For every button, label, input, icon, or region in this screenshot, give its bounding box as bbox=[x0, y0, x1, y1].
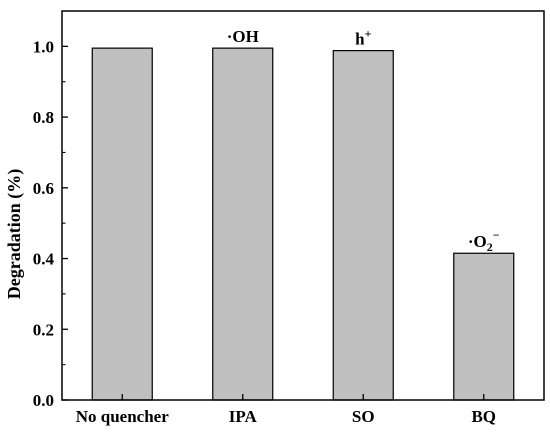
plot-frame bbox=[61, 10, 545, 401]
y-tick-label: 0.4 bbox=[33, 250, 55, 269]
x-tick-label: IPA bbox=[229, 407, 258, 426]
bar-so bbox=[332, 50, 394, 401]
y-tick-label: 0.0 bbox=[33, 391, 54, 410]
y-tick-label: 0.2 bbox=[33, 320, 54, 339]
bar-annotation-so: h+ bbox=[355, 27, 371, 49]
x-tick-label: BQ bbox=[471, 407, 496, 426]
y-tick-label: 0.8 bbox=[33, 108, 54, 127]
bar-no-quencher bbox=[91, 47, 153, 401]
bar-ipa bbox=[212, 47, 274, 401]
y-tick-label: 0.6 bbox=[33, 179, 54, 198]
y-axis-title: Degradation (%) bbox=[4, 169, 25, 299]
bar-bq bbox=[453, 252, 515, 401]
bar-annotation-ipa: ·OH bbox=[227, 27, 259, 46]
plot-area: 0.0 0.2 0.4 0.6 0.8 1.0 No quencher IPA SO BQ ·OH h… bbox=[33, 10, 545, 426]
y-tick-label: 1.0 bbox=[33, 37, 54, 56]
x-tick-label: No quencher bbox=[76, 407, 169, 426]
bar-annotation-bq: ·O2− bbox=[468, 228, 500, 254]
x-tick-label: SO bbox=[352, 407, 375, 426]
